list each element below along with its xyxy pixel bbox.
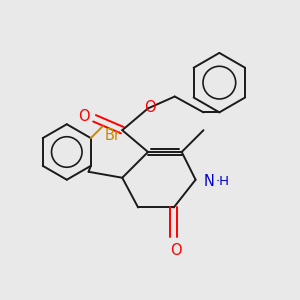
Text: O: O <box>78 109 90 124</box>
Text: Br: Br <box>105 128 121 143</box>
Text: O: O <box>170 243 182 258</box>
Text: ·H: ·H <box>215 175 230 188</box>
Text: N: N <box>203 174 214 189</box>
Text: O: O <box>144 100 156 116</box>
